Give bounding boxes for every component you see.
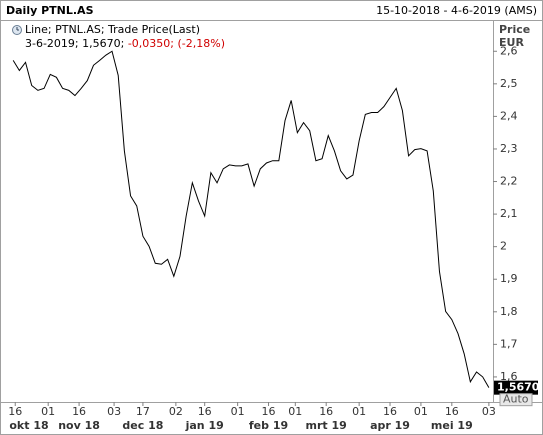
date-range: 15-10-2018 - 4-6-2019 (AMS)	[376, 4, 537, 17]
x-tick-label: 16	[445, 405, 459, 418]
y-axis-unit: EUR	[499, 36, 524, 49]
y-tick-label: 1,7	[500, 337, 518, 350]
x-tick-label: 03	[107, 405, 121, 418]
chart-title: Daily PTNL.AS	[6, 4, 94, 17]
price-line	[12, 50, 490, 388]
y-tick-label: 2	[500, 240, 507, 253]
axis-mode: Auto	[503, 393, 529, 406]
x-tick-label: 01	[414, 405, 428, 418]
auto-box	[499, 393, 533, 407]
x-tick-label: 16	[198, 405, 212, 418]
legend-change: -0,0350; (-2,18%)	[128, 37, 225, 50]
y-tick-label: 1,6	[500, 370, 518, 383]
legend-status-text: 3-6-2019; 1,5670;	[25, 37, 128, 50]
month-label: apr 19	[370, 419, 410, 432]
y-tick-label: 1,9	[500, 272, 518, 285]
y-tick-label: 2,3	[500, 142, 518, 155]
y-axis-label: Price	[499, 23, 530, 36]
y-tick-label: 2,5	[500, 77, 518, 90]
month-label: nov 18	[58, 419, 100, 432]
x-tick-label: 01	[41, 405, 55, 418]
legend-status: 3-6-2019; 1,5670; -0,0350; (-2,18%)	[25, 37, 225, 50]
last-value-label: 1,5670	[497, 381, 540, 394]
last-value-tag	[494, 380, 538, 395]
x-tick-label: 16	[8, 405, 22, 418]
month-label: okt 18	[9, 419, 48, 432]
x-tick-label: 02	[169, 405, 183, 418]
legend-entry: Line; PTNL.AS; Trade Price(Last)	[25, 23, 200, 36]
x-tick-label: 01	[288, 405, 302, 418]
x-tick-label: 16	[262, 405, 276, 418]
month-label: mrt 19	[306, 419, 347, 432]
x-tick-label: 17	[136, 405, 150, 418]
x-tick-label: 16	[319, 405, 333, 418]
x-tick-label: 01	[231, 405, 245, 418]
month-label: jan 19	[185, 419, 224, 432]
x-tick-label: 03	[482, 405, 496, 418]
month-label: feb 19	[249, 419, 288, 432]
y-tick-label: 2,1	[500, 207, 518, 220]
x-tick-label: 01	[352, 405, 366, 418]
y-tick-label: 2,2	[500, 175, 518, 188]
month-label: dec 18	[122, 419, 163, 432]
month-label: mei 19	[431, 419, 473, 432]
y-tick-label: 2,6	[500, 44, 518, 57]
x-tick-label: 16	[383, 405, 397, 418]
y-tick-label: 1,8	[500, 305, 518, 318]
x-tick-label: 16	[72, 405, 86, 418]
y-tick-label: 2,4	[500, 109, 518, 122]
